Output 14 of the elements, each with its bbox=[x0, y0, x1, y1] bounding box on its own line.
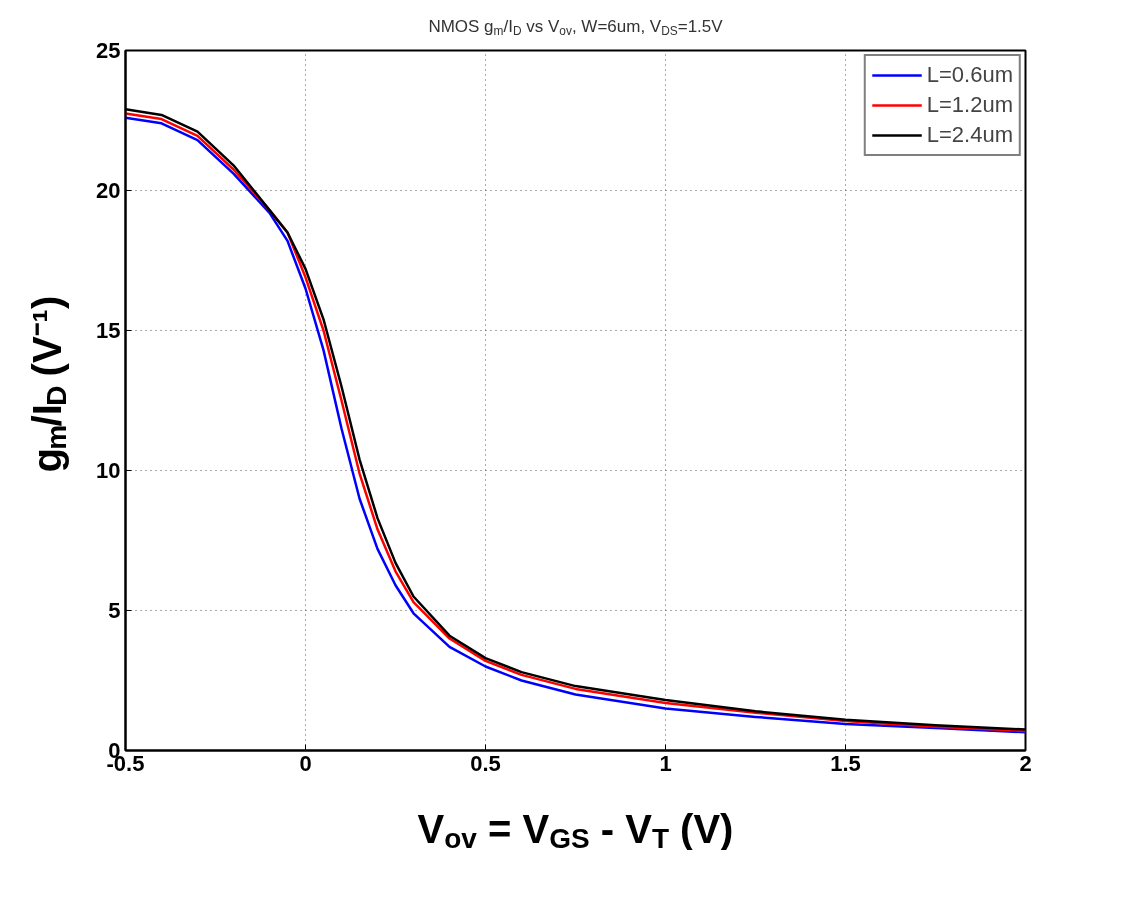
x-tick-label: 0 bbox=[299, 750, 312, 776]
legend-label: L=0.6um bbox=[926, 62, 1013, 88]
y-tick-label: 15 bbox=[96, 318, 121, 343]
y-axis-title: gm/ID (V⁻¹) bbox=[24, 295, 72, 473]
y-tick-label: 25 bbox=[96, 38, 121, 63]
y-tick-label: 10 bbox=[96, 458, 121, 483]
x-tick-label: 1.5 bbox=[830, 750, 861, 776]
y-tick-label: 20 bbox=[96, 178, 121, 203]
x-tick-label: 1 bbox=[659, 750, 672, 776]
x-tick-label: 0.5 bbox=[470, 750, 501, 776]
y-tick-label: 5 bbox=[108, 598, 121, 623]
legend-label: L=2.4um bbox=[926, 122, 1013, 148]
legend-label: L=1.2um bbox=[926, 92, 1013, 118]
x-tick-label: 2 bbox=[1019, 750, 1032, 776]
